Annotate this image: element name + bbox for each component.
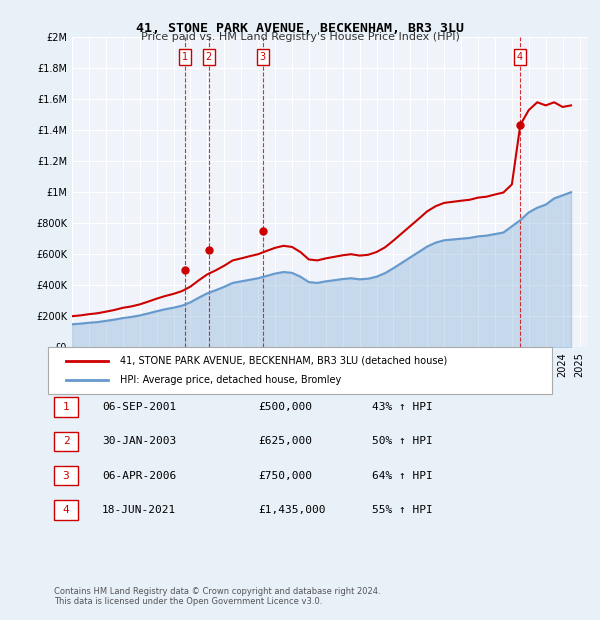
Text: 1: 1 bbox=[62, 402, 70, 412]
Text: £625,000: £625,000 bbox=[258, 436, 312, 446]
Text: £750,000: £750,000 bbox=[258, 471, 312, 480]
Text: 2: 2 bbox=[62, 436, 70, 446]
Text: 4: 4 bbox=[62, 505, 70, 515]
Text: 2: 2 bbox=[206, 52, 212, 63]
Text: Price paid vs. HM Land Registry's House Price Index (HPI): Price paid vs. HM Land Registry's House … bbox=[140, 32, 460, 42]
Text: 50% ↑ HPI: 50% ↑ HPI bbox=[372, 436, 433, 446]
Text: 64% ↑ HPI: 64% ↑ HPI bbox=[372, 471, 433, 480]
Text: 41, STONE PARK AVENUE, BECKENHAM, BR3 3LU: 41, STONE PARK AVENUE, BECKENHAM, BR3 3L… bbox=[136, 22, 464, 35]
Text: Contains HM Land Registry data © Crown copyright and database right 2024.
This d: Contains HM Land Registry data © Crown c… bbox=[54, 587, 380, 606]
Text: 06-SEP-2001: 06-SEP-2001 bbox=[102, 402, 176, 412]
Text: 3: 3 bbox=[62, 471, 70, 480]
Text: 30-JAN-2003: 30-JAN-2003 bbox=[102, 436, 176, 446]
Text: 4: 4 bbox=[517, 52, 523, 63]
Text: 55% ↑ HPI: 55% ↑ HPI bbox=[372, 505, 433, 515]
Text: HPI: Average price, detached house, Bromley: HPI: Average price, detached house, Brom… bbox=[120, 375, 341, 385]
Text: £500,000: £500,000 bbox=[258, 402, 312, 412]
Text: 3: 3 bbox=[260, 52, 266, 63]
Text: £1,435,000: £1,435,000 bbox=[258, 505, 325, 515]
Text: 41, STONE PARK AVENUE, BECKENHAM, BR3 3LU (detached house): 41, STONE PARK AVENUE, BECKENHAM, BR3 3L… bbox=[120, 356, 447, 366]
Text: 1: 1 bbox=[182, 52, 188, 63]
Text: 06-APR-2006: 06-APR-2006 bbox=[102, 471, 176, 480]
Text: 18-JUN-2021: 18-JUN-2021 bbox=[102, 505, 176, 515]
Text: 43% ↑ HPI: 43% ↑ HPI bbox=[372, 402, 433, 412]
